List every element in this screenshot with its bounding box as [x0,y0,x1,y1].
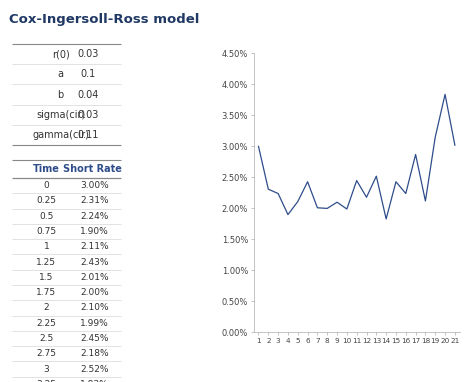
Text: 2.24%: 2.24% [81,212,109,221]
Text: 1.99%: 1.99% [81,319,109,328]
Text: 0.03: 0.03 [77,110,99,120]
Text: 0.25: 0.25 [36,196,56,206]
Text: 0.1: 0.1 [80,69,95,79]
Text: 0.04: 0.04 [77,89,99,100]
Text: 3: 3 [44,364,49,374]
Text: 1.25: 1.25 [36,257,56,267]
Text: Cox-Ingersoll-Ross model: Cox-Ingersoll-Ross model [9,13,200,26]
Text: 2.25: 2.25 [36,319,56,328]
Text: a: a [58,69,64,79]
Text: 2.43%: 2.43% [81,257,109,267]
Text: 0.11: 0.11 [77,130,99,140]
Text: 0: 0 [44,181,49,190]
Text: 0.5: 0.5 [39,212,54,221]
Text: 1.90%: 1.90% [81,227,109,236]
Text: 2.10%: 2.10% [81,303,109,312]
Text: 2.11%: 2.11% [81,242,109,251]
Text: 2.18%: 2.18% [81,349,109,358]
Text: Short Rate: Short Rate [63,164,122,174]
Text: 2.45%: 2.45% [81,334,109,343]
Text: 2.5: 2.5 [39,334,54,343]
Text: 2.00%: 2.00% [81,288,109,297]
Text: 1.5: 1.5 [39,273,54,282]
Text: 2.75: 2.75 [36,349,56,358]
Text: b: b [57,89,64,100]
Text: 3.00%: 3.00% [81,181,109,190]
Text: 1.75: 1.75 [36,288,56,297]
Text: 1: 1 [44,242,49,251]
Text: r(0): r(0) [52,49,70,59]
Text: 2.31%: 2.31% [81,196,109,206]
Text: Time: Time [33,164,60,174]
Text: 2.01%: 2.01% [81,273,109,282]
Text: 3.25: 3.25 [36,380,56,382]
Text: 0.03: 0.03 [77,49,99,59]
Text: 2.52%: 2.52% [81,364,109,374]
Text: 2: 2 [44,303,49,312]
Text: 1.83%: 1.83% [81,380,109,382]
Text: sigma(cir): sigma(cir) [36,110,85,120]
Text: 0.75: 0.75 [36,227,56,236]
Text: gamma(cir): gamma(cir) [32,130,89,140]
